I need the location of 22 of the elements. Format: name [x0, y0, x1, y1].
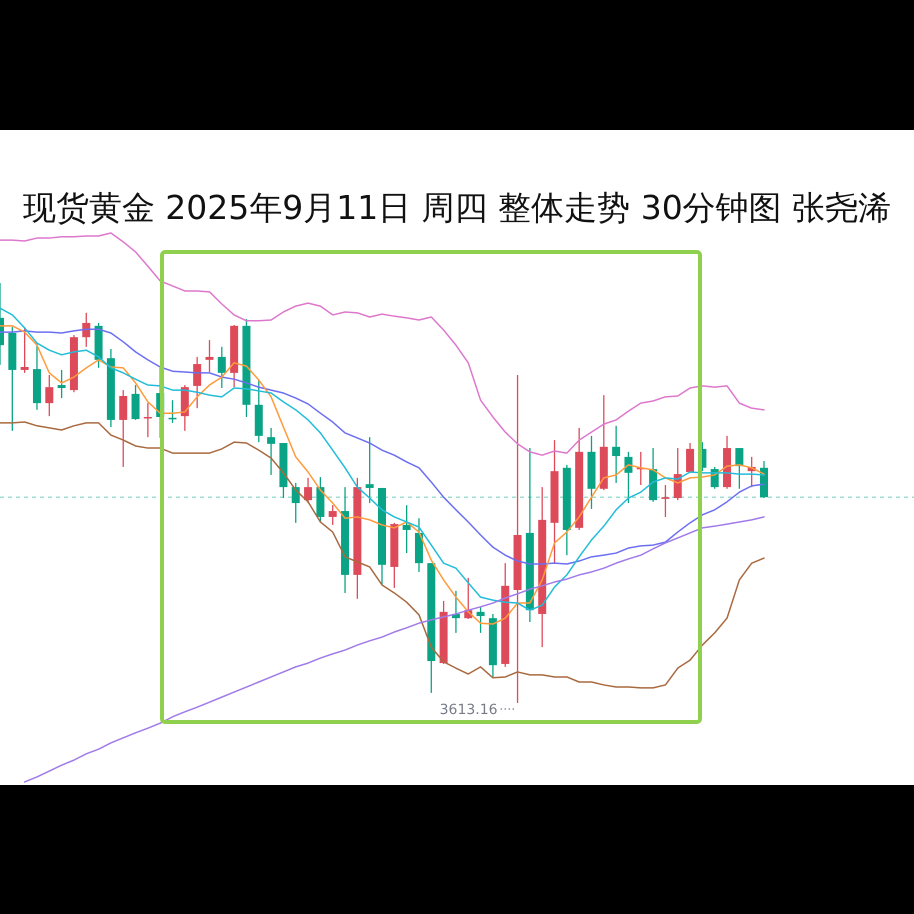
candlestick	[144, 402, 152, 438]
candlestick	[328, 504, 337, 526]
annotation: 3613.16	[440, 702, 498, 718]
candlestick	[45, 374, 54, 417]
candlestick	[366, 436, 374, 504]
candlestick	[476, 606, 485, 634]
candlestick	[612, 425, 620, 484]
candlestick	[20, 326, 29, 374]
candlestick	[304, 477, 312, 504]
candlestick	[292, 482, 300, 524]
candlestick	[205, 339, 214, 373]
candlestick	[119, 389, 128, 468]
candlestick	[402, 504, 411, 554]
candlestick	[58, 369, 66, 399]
candlestick	[661, 484, 670, 518]
candlestick	[218, 346, 226, 389]
candlestick	[735, 447, 744, 490]
candlestick	[267, 427, 276, 476]
candlestick	[193, 356, 202, 409]
chart-title: 现货黄金 2025年9月11日 周四 整体走势 30分钟图 张尧浠	[22, 188, 892, 227]
candlestick	[686, 442, 694, 474]
candlestick	[168, 400, 177, 424]
